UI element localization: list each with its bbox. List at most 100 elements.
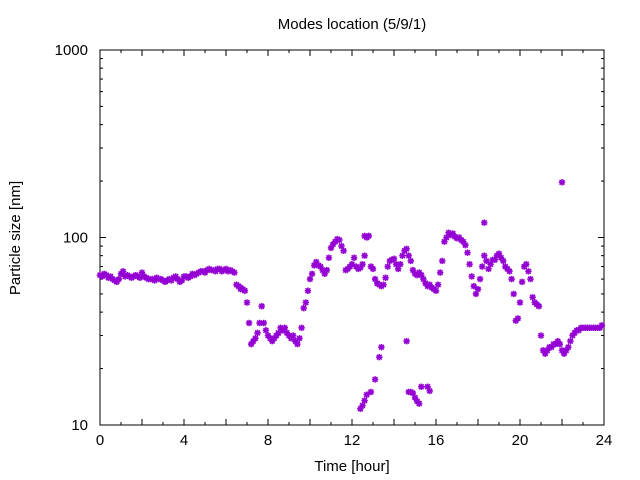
data-point	[403, 245, 410, 253]
data-point	[298, 324, 305, 331]
data-point	[508, 275, 515, 283]
data-point	[252, 335, 259, 342]
data-point	[325, 254, 333, 261]
y-tick-label: 10	[71, 417, 88, 434]
y-axis-label: Particle size [nm]	[7, 181, 24, 295]
data-point	[556, 340, 564, 348]
data-point	[369, 265, 377, 273]
data-point	[565, 343, 572, 351]
data-point	[464, 249, 471, 256]
data-point	[397, 261, 404, 268]
data-point	[363, 391, 370, 398]
data-point	[243, 299, 251, 306]
data-point	[409, 389, 417, 397]
data-point	[384, 263, 391, 270]
data-point	[470, 282, 477, 290]
data-point	[535, 303, 543, 310]
data-point	[523, 261, 530, 268]
data-point	[434, 281, 442, 288]
data-point	[323, 266, 330, 274]
x-tick-label: 12	[344, 432, 361, 449]
data-point	[598, 322, 606, 329]
data-point	[359, 402, 366, 409]
data-point	[231, 269, 238, 276]
data-point	[306, 275, 314, 283]
data-point	[514, 315, 522, 322]
data-point	[439, 257, 446, 265]
data-point	[527, 275, 534, 283]
data-point	[350, 254, 358, 261]
x-tick-label: 24	[596, 432, 613, 449]
data-point	[567, 337, 574, 345]
data-point	[506, 268, 513, 275]
axes	[99, 49, 605, 426]
data-point	[296, 335, 303, 342]
data-point	[336, 236, 343, 244]
data-point	[558, 179, 566, 186]
data-point	[399, 252, 406, 259]
data-point	[290, 332, 297, 339]
data-point	[359, 261, 366, 268]
data-point	[374, 280, 381, 287]
data-point	[426, 387, 433, 395]
data-point	[382, 274, 389, 281]
data-point	[262, 327, 270, 334]
data-point	[367, 388, 375, 396]
data-point	[371, 376, 379, 383]
x-tick-label: 0	[96, 432, 104, 449]
data-point	[340, 247, 347, 254]
data-point	[294, 340, 301, 348]
data-point	[405, 252, 412, 259]
data-point	[510, 290, 517, 298]
data-point	[260, 319, 267, 327]
data-point	[476, 275, 484, 283]
data-point	[308, 270, 316, 278]
data-point	[390, 255, 398, 262]
data-point	[302, 299, 309, 306]
x-tick-label: 16	[428, 432, 445, 449]
x-axis-label: Time [hour]	[314, 458, 389, 475]
plot-frame	[99, 49, 605, 426]
data-point	[403, 337, 410, 345]
tick-group: 0 4 8 12 16 20 24 10 100 1000	[55, 42, 613, 449]
y-tick-label: 1000	[55, 42, 88, 59]
x-tick-label: 8	[264, 432, 272, 449]
data-point	[304, 287, 312, 294]
data-point	[462, 241, 469, 249]
y-tick-label: 100	[63, 230, 88, 247]
data-point	[518, 278, 526, 286]
data-point	[378, 343, 385, 351]
x-tick-label: 20	[512, 432, 529, 449]
data-point	[418, 383, 425, 390]
data-point	[245, 319, 253, 327]
data-points	[96, 179, 606, 413]
data-point	[275, 329, 282, 337]
data-point	[258, 303, 265, 310]
data-point	[432, 287, 440, 294]
data-point	[300, 304, 307, 312]
data-point	[281, 324, 288, 331]
x-tick-label: 4	[180, 432, 188, 449]
data-point	[237, 285, 244, 293]
data-point	[481, 252, 488, 259]
data-point	[468, 273, 475, 280]
data-point	[500, 257, 507, 265]
data-point	[529, 294, 536, 301]
data-point	[407, 257, 414, 265]
data-point	[119, 268, 127, 275]
data-point	[115, 275, 123, 283]
data-point	[361, 232, 368, 240]
data-point	[437, 269, 444, 276]
data-point	[525, 268, 532, 275]
data-point	[361, 397, 368, 404]
data-point	[481, 219, 488, 226]
data-point	[380, 281, 387, 288]
chart-title: Modes location (5/9/1)	[278, 16, 426, 33]
data-point	[254, 329, 261, 337]
data-point	[474, 285, 482, 293]
data-point	[413, 397, 421, 405]
data-point	[537, 332, 545, 339]
data-point	[376, 353, 383, 361]
data-point	[466, 261, 473, 268]
